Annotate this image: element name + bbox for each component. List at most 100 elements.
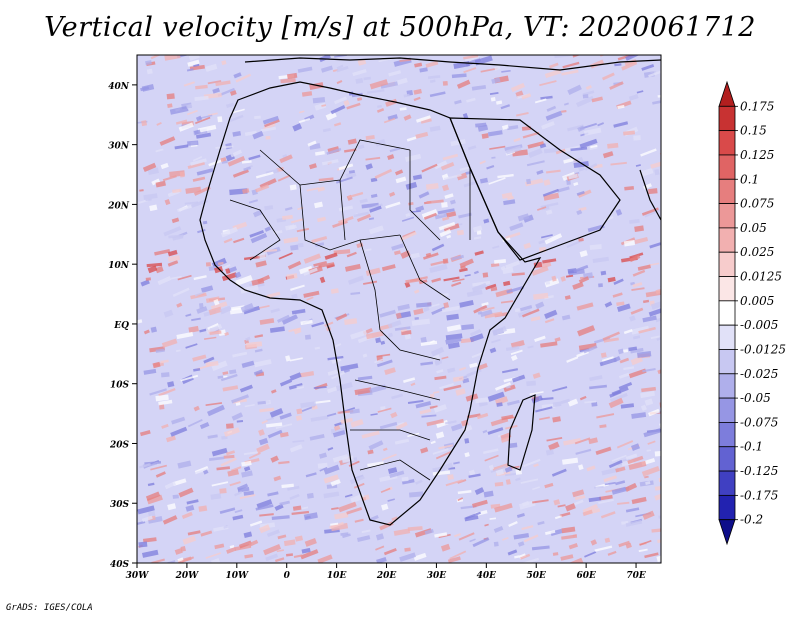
velocity-cell: [480, 67, 498, 73]
velocity-cell: [262, 248, 278, 253]
colorbar-label: -0.175: [740, 488, 778, 502]
longitude-axis: 30W 20W 10W 0 10E 20E 30E 40E 50E 60E 70E: [126, 563, 646, 581]
velocity-cell: [543, 179, 551, 186]
velocity-cell: [145, 491, 161, 501]
velocity-cell: [344, 493, 353, 498]
velocity-cell: [297, 66, 313, 73]
velocity-cell: [429, 393, 435, 398]
velocity-cell: [187, 161, 205, 169]
velocity-cell: [297, 242, 304, 248]
velocity-cell: [494, 382, 511, 391]
velocity-cell: [429, 79, 436, 83]
colorbar-label: 0.025: [740, 245, 774, 259]
velocity-cell: [584, 163, 598, 171]
velocity-cell: [192, 354, 207, 362]
colorbar-label: -0.0125: [740, 342, 786, 356]
velocity-cell: [548, 441, 560, 451]
velocity-cell: [283, 539, 296, 547]
velocity-cell: [610, 161, 627, 166]
velocity-cell: [323, 491, 340, 499]
velocity-cell: [615, 466, 626, 473]
velocity-cell: [380, 340, 386, 345]
velocity-cell: [190, 158, 207, 166]
coastlines: [199, 57, 661, 526]
velocity-cell: [623, 349, 629, 353]
grads-credit: GrADS: IGES/COLA: [6, 603, 93, 613]
velocity-cell: [568, 543, 578, 550]
lon-label: 30E: [427, 571, 447, 581]
velocity-cell: [464, 274, 471, 277]
velocity-cell: [414, 289, 420, 294]
velocity-cell: [636, 90, 644, 94]
velocity-cell: [471, 282, 488, 293]
velocity-cell: [231, 394, 249, 404]
velocity-cell: [303, 253, 321, 264]
velocity-cell: [618, 382, 633, 390]
velocity-cell: [484, 311, 503, 319]
velocity-cell: [507, 196, 514, 201]
velocity-cell: [224, 331, 230, 336]
velocity-cell: [482, 272, 489, 278]
velocity-cell: [405, 153, 422, 162]
velocity-cell: [230, 90, 237, 96]
velocity-cell: [415, 401, 432, 409]
velocity-cell: [629, 315, 636, 322]
velocity-cell: [472, 280, 491, 287]
velocity-cell: [227, 469, 239, 477]
velocity-cell: [143, 193, 158, 200]
velocity-cell: [319, 452, 328, 459]
velocity-cell: [243, 305, 260, 315]
velocity-cell: [486, 164, 495, 170]
velocity-cell: [554, 337, 561, 342]
colorbar-label: -0.025: [740, 367, 778, 381]
velocity-cell: [335, 382, 353, 392]
velocity-cell: [438, 444, 454, 450]
velocity-cell: [332, 454, 349, 463]
velocity-cell: [441, 184, 450, 192]
velocity-cell: [259, 524, 271, 534]
velocity-cell: [404, 333, 411, 340]
velocity-cell: [579, 250, 588, 258]
velocity-cell: [491, 77, 501, 84]
velocity-cell: [311, 321, 325, 328]
map-title: Vertical velocity [m/s] at 500hPa, VT: 2…: [44, 12, 756, 43]
velocity-cell: [603, 475, 618, 483]
velocity-cell: [434, 160, 448, 170]
velocity-cell: [221, 60, 227, 66]
velocity-cell: [483, 448, 499, 455]
velocity-cell: [561, 534, 578, 540]
velocity-cell: [458, 532, 475, 541]
velocity-cell: [560, 554, 574, 561]
velocity-cell: [147, 516, 163, 524]
velocity-cell: [552, 401, 562, 407]
velocity-cell: [349, 474, 365, 485]
velocity-cell: [443, 173, 462, 181]
lat-label: EQ: [113, 321, 129, 331]
velocity-cell: [643, 428, 661, 438]
velocity-cell: [205, 552, 222, 559]
velocity-cell: [292, 123, 303, 132]
velocity-cell: [321, 104, 327, 107]
lon-label: 50E: [527, 571, 547, 581]
velocity-cell: [227, 155, 246, 167]
velocity-cell: [141, 515, 153, 523]
velocity-cell: [165, 435, 176, 443]
velocity-cell: [577, 325, 596, 337]
velocity-cell: [590, 539, 598, 546]
velocity-cell: [393, 250, 401, 256]
velocity-cell: [438, 221, 456, 231]
velocity-cell: [244, 553, 254, 559]
velocity-cell: [459, 166, 469, 172]
velocity-cell: [434, 532, 448, 538]
velocity-cell: [562, 61, 580, 69]
velocity-cell: [319, 276, 326, 284]
velocity-cell: [189, 64, 205, 71]
velocity-cell: [631, 412, 647, 419]
velocity-cell: [232, 398, 247, 404]
velocity-cell: [438, 462, 454, 472]
velocity-cell: [482, 429, 488, 434]
velocity-cell: [325, 111, 337, 121]
velocity-cell: [194, 116, 211, 125]
velocity-cell: [366, 89, 385, 94]
velocity-cell: [497, 173, 514, 179]
